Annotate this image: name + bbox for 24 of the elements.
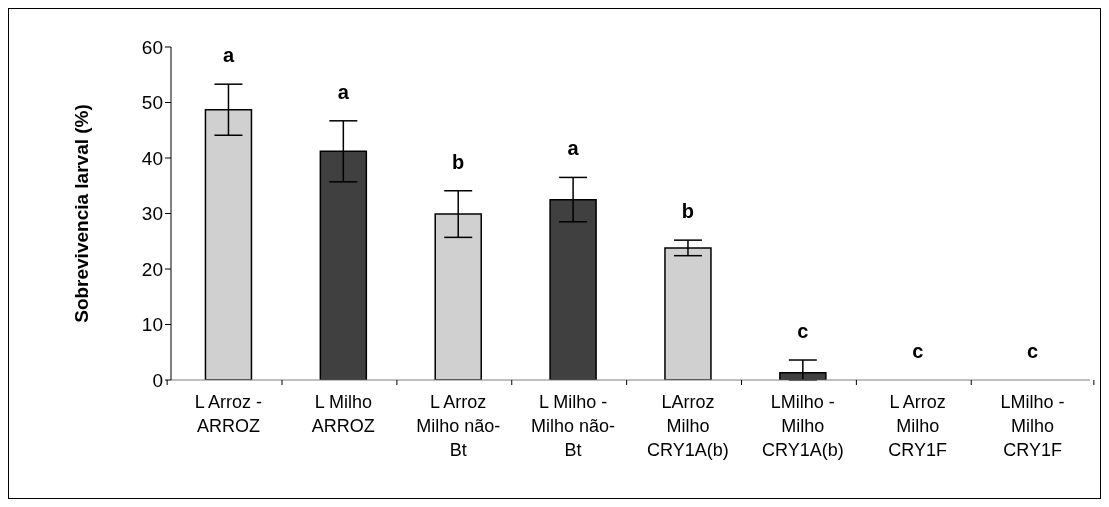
x-tick-label: LMilho - Milho CRY1A(b) (761, 392, 844, 460)
y-tick-label: 10 (141, 314, 163, 336)
annotation: b (452, 150, 465, 173)
x-tick-label: L Arroz - ARROZ (194, 392, 263, 436)
x-tick-label: LMilho - Milho CRY1F (1000, 392, 1065, 460)
x-tick-label: LArroz Milho CRY1A(b) (647, 392, 729, 460)
x-tick-label: L Milho - Milho não-Bt (531, 392, 616, 460)
y-tick-label: 60 (141, 36, 163, 58)
y-tick-label: 50 (141, 92, 163, 114)
y-axis-title: Sobrevivencia larval (%) (70, 104, 92, 323)
annotation: c (1027, 340, 1039, 362)
x-tick-label: L Arroz Milho CRY1F (888, 392, 948, 460)
annotation: a (567, 137, 580, 160)
annotation: c (912, 340, 924, 362)
y-tick-label: 20 (141, 258, 163, 280)
y-tick-label: 40 (141, 147, 163, 169)
y-tick-label: 30 (141, 203, 163, 225)
annotation: c (797, 320, 809, 343)
annotation: a (337, 80, 350, 103)
y-tick-label: 0 (152, 369, 163, 391)
x-tick-label: L Arroz Milho não-Bt (416, 392, 501, 460)
annotation: b (681, 200, 695, 223)
x-tick-label: L Milho ARROZ (311, 392, 375, 436)
annotation: a (222, 44, 235, 67)
